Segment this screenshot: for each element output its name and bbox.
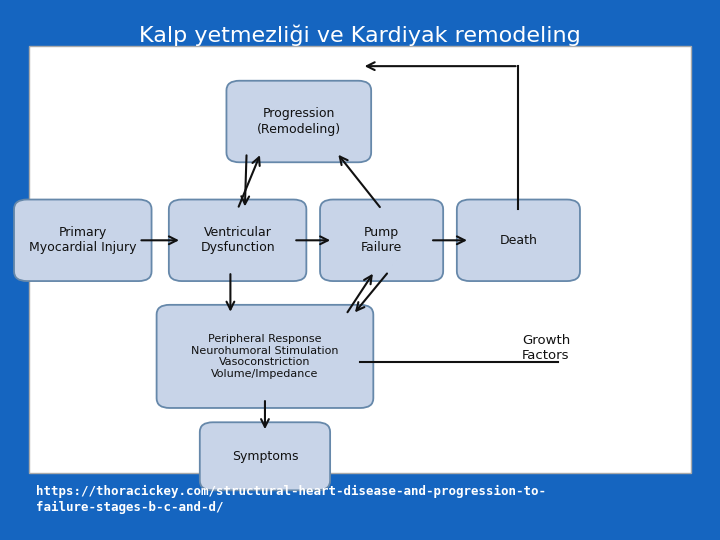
Text: Pump
Failure: Pump Failure	[361, 226, 402, 254]
FancyBboxPatch shape	[320, 199, 444, 281]
FancyBboxPatch shape	[157, 305, 373, 408]
Text: Death: Death	[500, 234, 537, 247]
Text: Primary
Myocardial Injury: Primary Myocardial Injury	[29, 226, 137, 254]
Text: Kalp yetmezliği ve Kardiyak remodeling: Kalp yetmezliği ve Kardiyak remodeling	[139, 24, 581, 46]
Text: Progression
(Remodeling): Progression (Remodeling)	[257, 107, 341, 136]
Text: Growth
Factors: Growth Factors	[522, 334, 570, 362]
FancyBboxPatch shape	[29, 46, 691, 472]
Text: Symptoms: Symptoms	[232, 450, 298, 463]
FancyBboxPatch shape	[456, 199, 580, 281]
FancyBboxPatch shape	[226, 80, 372, 162]
FancyBboxPatch shape	[199, 422, 330, 490]
Text: Peripheral Response
Neurohumoral Stimulation
Vasoconstriction
Volume/Impedance: Peripheral Response Neurohumoral Stimula…	[192, 334, 338, 379]
FancyBboxPatch shape	[168, 199, 307, 281]
Text: Ventricular
Dysfunction: Ventricular Dysfunction	[200, 226, 275, 254]
Text: https://thoracickey.com/structural-heart-disease-and-progression-to-
failure-sta: https://thoracickey.com/structural-heart…	[36, 485, 546, 514]
FancyBboxPatch shape	[14, 199, 152, 281]
